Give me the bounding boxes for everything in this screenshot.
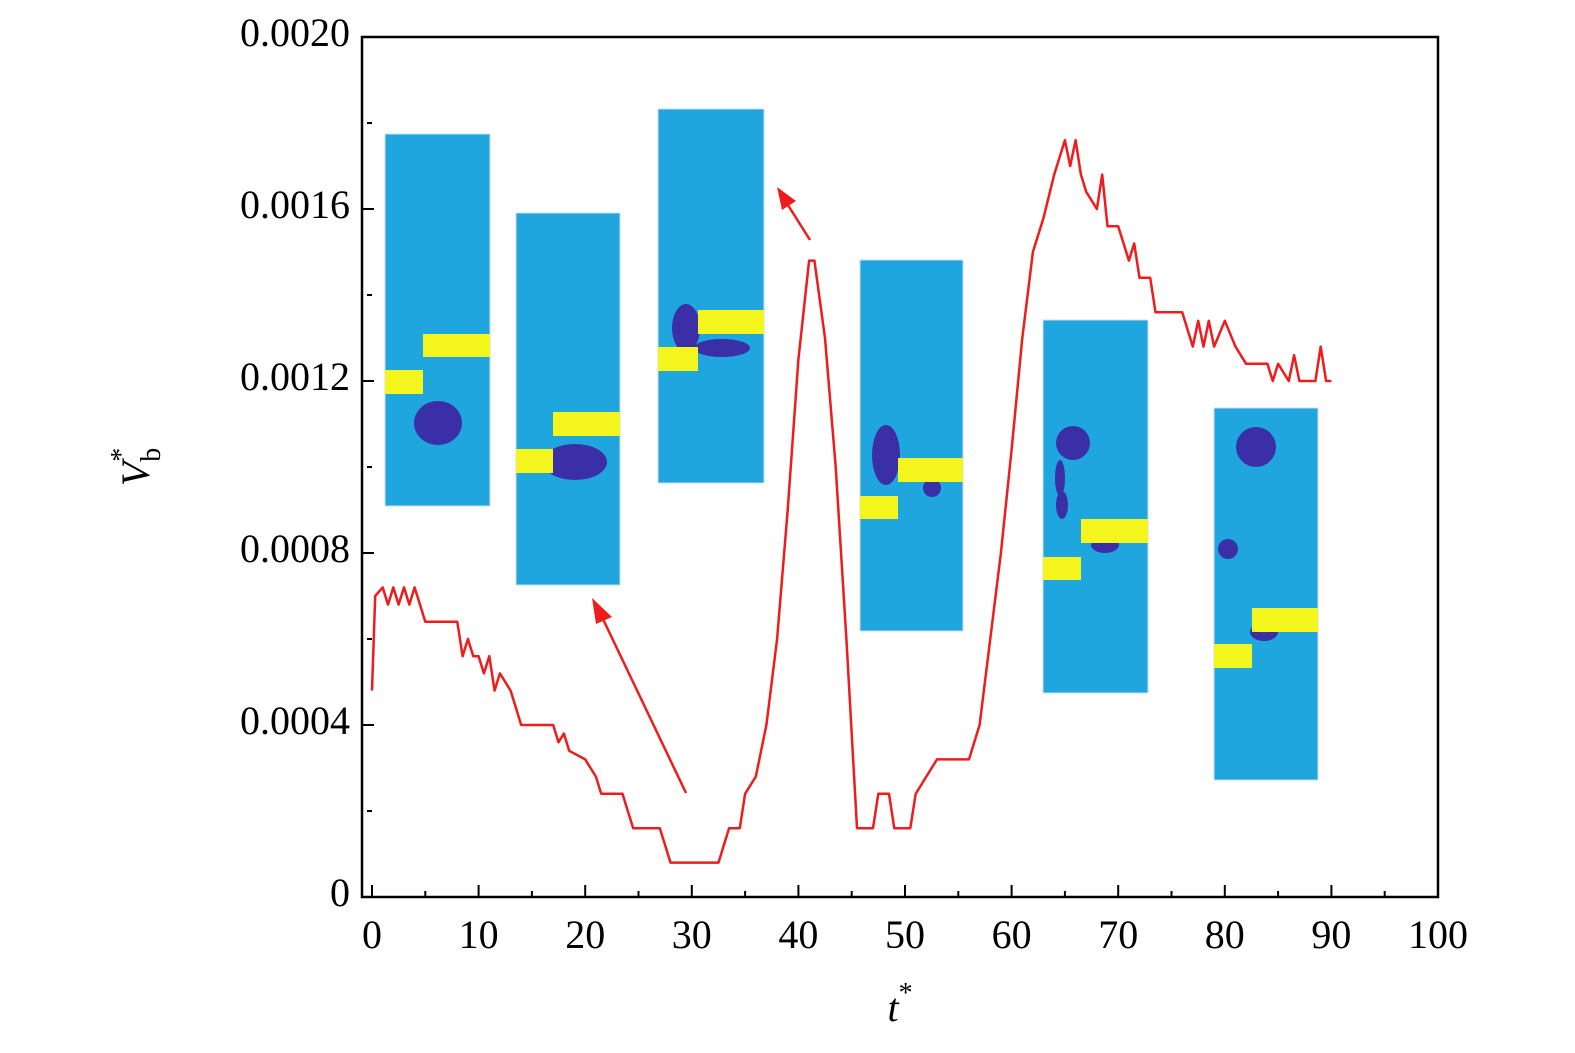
insets — [384, 108, 1319, 781]
obstacle — [1043, 557, 1081, 580]
y-tick-label: 0.0016 — [240, 182, 350, 227]
arrow-head — [777, 187, 796, 210]
data-line — [370, 138, 1332, 864]
y-label-sub: b — [136, 448, 167, 462]
x-tick-label: 100 — [1408, 912, 1468, 957]
obstacle — [553, 412, 620, 436]
arrow — [600, 616, 688, 794]
y-tick-label: 0 — [330, 870, 350, 915]
bubble — [694, 339, 750, 357]
inset — [384, 133, 491, 507]
x-axis-label: t* — [887, 978, 912, 1030]
obstacle — [1252, 608, 1318, 632]
x-tick-label: 60 — [992, 912, 1032, 957]
x-tick-label: 20 — [565, 912, 605, 957]
x-tick-label: 10 — [459, 912, 499, 957]
x-tick-label: 40 — [778, 912, 818, 957]
obstacle — [423, 334, 490, 357]
arrows — [592, 187, 812, 794]
x-tick-label: 70 — [1098, 912, 1138, 957]
y-label-text: V — [113, 457, 158, 486]
x-tick-label: 50 — [885, 912, 925, 957]
y-axis-label-group: V*b — [106, 448, 167, 486]
x-tick-label: 80 — [1205, 912, 1245, 957]
bubble — [1218, 539, 1238, 559]
obstacle — [1214, 644, 1252, 668]
bubble — [543, 444, 607, 480]
obstacle — [1081, 519, 1148, 543]
y-tick-label: 0.0012 — [240, 354, 350, 399]
obstacle — [698, 310, 764, 334]
bubble — [923, 479, 941, 497]
inset — [1042, 319, 1149, 694]
y-axis-label: V*b — [106, 448, 167, 486]
inset — [515, 212, 621, 586]
obstacle — [860, 496, 898, 519]
y-tick-label: 0.0008 — [240, 526, 350, 571]
y-tick-label: 0.0020 — [240, 10, 350, 55]
plot-frame — [360, 35, 1440, 899]
arrow — [784, 201, 812, 241]
x-tick-label: 90 — [1311, 912, 1351, 957]
bubble — [414, 401, 462, 445]
x-label-text: t — [887, 985, 899, 1030]
obstacle — [385, 370, 423, 394]
x-label-sup: * — [899, 978, 913, 1009]
y-label-sup: * — [106, 448, 137, 462]
bubble — [1056, 491, 1068, 519]
x-tick-label: 0 — [362, 912, 382, 957]
inset — [1213, 407, 1319, 781]
bubble — [672, 304, 700, 352]
x-tick-label: 30 — [672, 912, 712, 957]
arrow-head — [592, 598, 612, 624]
bubble — [1056, 426, 1090, 460]
inset — [657, 108, 765, 484]
bubble — [1055, 460, 1065, 496]
obstacle — [516, 449, 553, 473]
bubble — [1236, 427, 1276, 467]
bubble — [872, 425, 900, 485]
obstacle — [898, 458, 963, 482]
obstacle — [658, 347, 698, 371]
y-tick-label: 0.0004 — [240, 698, 350, 743]
